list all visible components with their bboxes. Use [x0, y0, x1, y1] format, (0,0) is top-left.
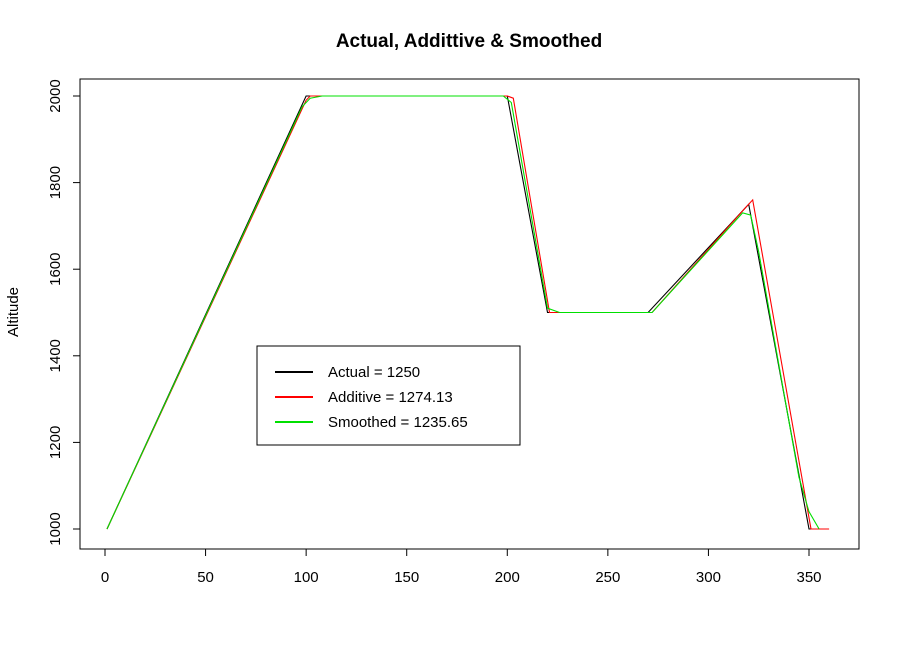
x-tick-label-3: 150 — [394, 569, 419, 586]
legend: Actual = 1250 Additive = 1274.13 Smoothed … — [256, 345, 521, 446]
y-axis-label: Altitude — [5, 287, 22, 337]
chart-title: Actual, Addittive & Smoothed — [336, 31, 602, 52]
y-tick-label-0: 1000 — [47, 512, 64, 545]
series-layer — [106, 95, 830, 530]
x-tick-label-2: 100 — [294, 569, 319, 586]
series-line-2 — [106, 95, 820, 530]
y-tick-label-2: 1400 — [47, 339, 64, 372]
y-tick-label-5: 2000 — [47, 79, 64, 112]
x-tick-label-5: 250 — [595, 569, 620, 586]
y-tick-label-1: 1200 — [47, 426, 64, 459]
x-tick-label-7: 350 — [796, 569, 821, 586]
legend-label-0: Actual = 1250 — [328, 364, 420, 381]
x-tick-label-4: 200 — [495, 569, 520, 586]
series-line-0 — [106, 95, 820, 530]
x-tick-label-6: 300 — [696, 569, 721, 586]
legend-box — [256, 345, 521, 446]
series-line-1 — [106, 95, 830, 530]
legend-label-1: Additive = 1274.13 — [328, 389, 453, 406]
plot-frame — [79, 78, 860, 550]
y-tick-label-3: 1600 — [47, 253, 64, 286]
x-tick-label-0: 0 — [101, 569, 109, 586]
y-axis: 1000 1200 1400 1600 1800 2000 — [47, 79, 81, 546]
legend-label-2: Smoothed = 1235.65 — [328, 414, 468, 431]
y-tick-label-4: 1800 — [47, 166, 64, 199]
x-tick-label-1: 50 — [197, 569, 214, 586]
x-axis: 0 50 100 150 200 250 300 350 — [101, 548, 822, 586]
